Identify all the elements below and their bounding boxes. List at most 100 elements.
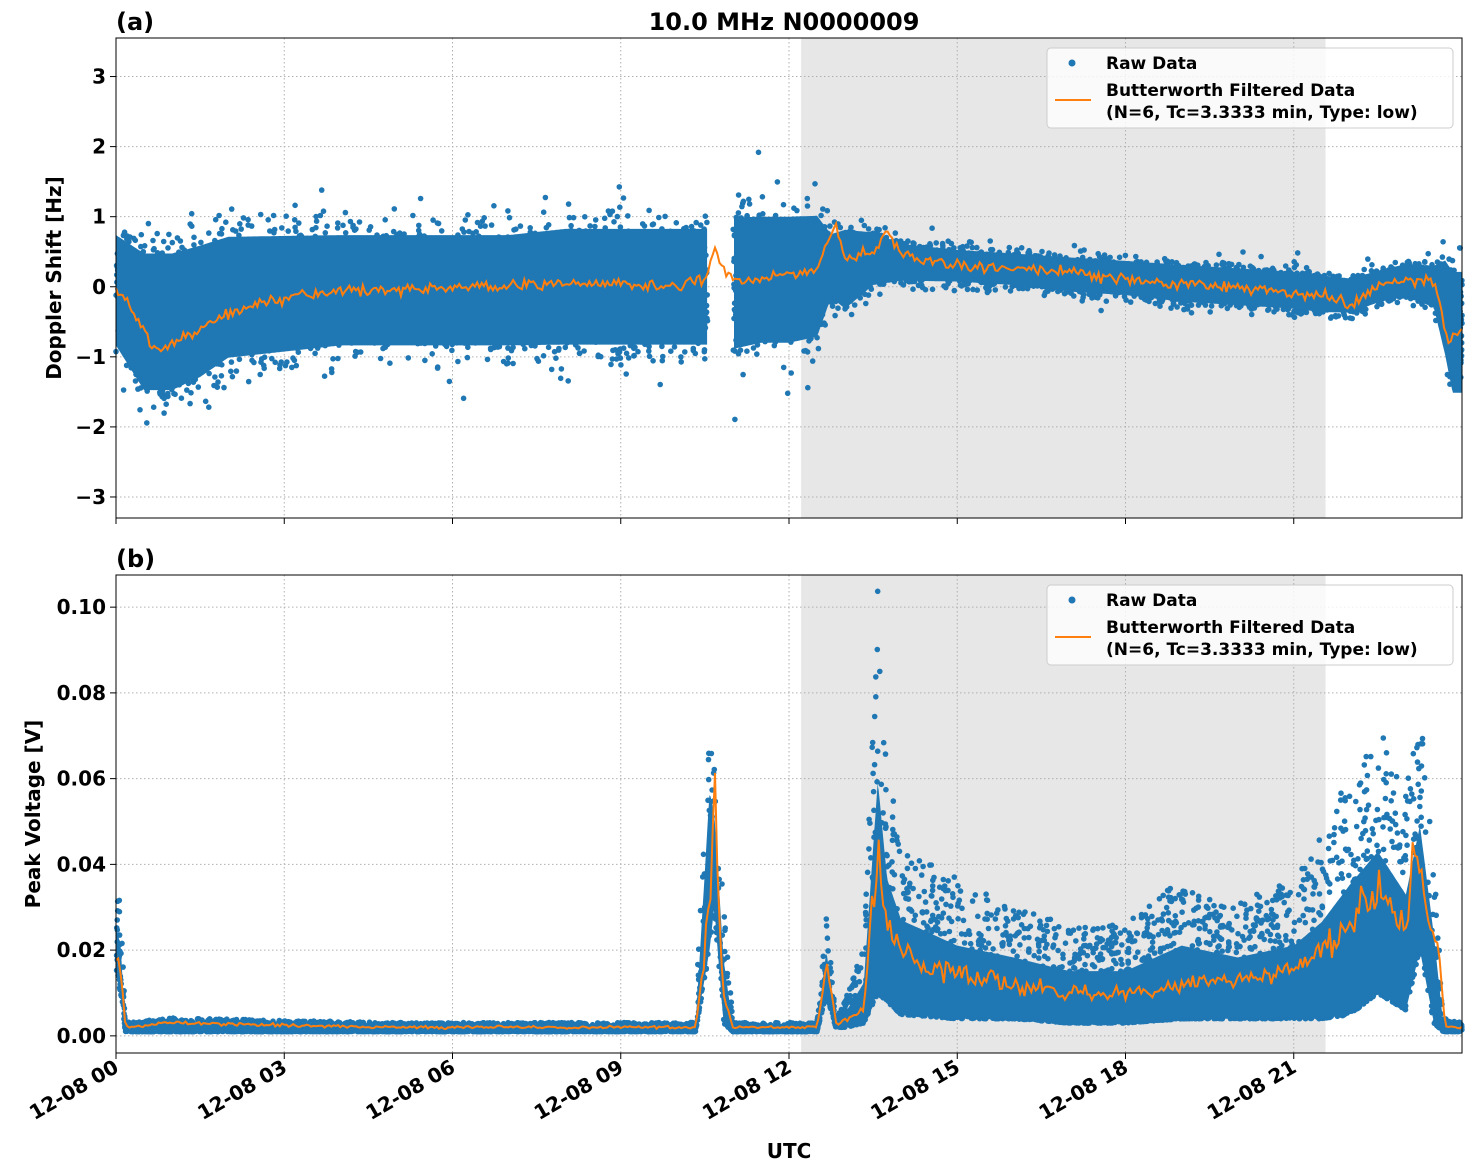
raw-data-point (646, 353, 653, 360)
raw-data-point (187, 400, 193, 407)
raw-data-point (620, 345, 627, 352)
raw-data-point (178, 395, 185, 402)
raw-data-point (1258, 253, 1264, 260)
raw-data-point (678, 359, 684, 365)
y-axis-label-b: Peak Voltage [V] (21, 720, 45, 909)
raw-data-point (1446, 256, 1452, 262)
raw-data-point (746, 196, 752, 203)
raw-data-point (575, 345, 581, 351)
raw-data-point (462, 217, 469, 223)
raw-data-point (230, 227, 236, 233)
raw-data-point (951, 287, 958, 294)
raw-data-point (150, 404, 157, 411)
raw-data-point (488, 222, 495, 228)
raw-data-point (1361, 266, 1367, 273)
raw-data-point (625, 213, 631, 219)
x-axis-label: UTC (767, 1139, 812, 1163)
raw-data-point (545, 344, 552, 351)
raw-data-point (882, 225, 888, 231)
raw-data-point (191, 234, 197, 241)
raw-data-point (616, 184, 623, 190)
raw-data-point (228, 368, 234, 375)
raw-data-point (1216, 251, 1222, 258)
raw-data-point (922, 286, 929, 293)
raw-data-point (245, 378, 252, 385)
raw-data-point (1071, 242, 1078, 249)
raw-data-point (165, 245, 171, 251)
raw-data-point (422, 357, 428, 364)
raw-data-point (163, 401, 169, 408)
raw-data-point (735, 210, 742, 216)
raw-data-point (592, 217, 599, 223)
raw-data-point (702, 356, 708, 362)
raw-data-point (455, 358, 461, 365)
raw-data-point (1303, 264, 1310, 271)
raw-data-point (410, 212, 416, 219)
raw-data-point (1248, 311, 1255, 318)
raw-data-point (202, 398, 209, 405)
raw-data-point (228, 359, 235, 365)
raw-data-point (735, 192, 742, 198)
raw-data-point (505, 355, 512, 361)
raw-data-point (342, 209, 349, 216)
raw-data-point (211, 382, 217, 389)
raw-data-point (166, 231, 172, 238)
raw-data-point (474, 219, 481, 226)
raw-data-point (755, 149, 762, 156)
raw-data-point (1081, 247, 1087, 253)
raw-data-point (929, 286, 936, 293)
raw-data-point (269, 355, 275, 362)
raw-data-point (625, 355, 632, 361)
raw-data-point (1103, 298, 1110, 305)
raw-data-point (477, 223, 484, 229)
raw-data-point (1394, 299, 1401, 306)
raw-data-point (1271, 309, 1277, 315)
raw-data-point (321, 373, 328, 380)
raw-data-point (527, 225, 533, 231)
panel-a-label: (a) (116, 8, 154, 36)
raw-data-point (754, 351, 760, 357)
raw-data-point (1143, 297, 1150, 303)
raw-data-point (534, 355, 540, 362)
raw-data-point (877, 291, 883, 298)
raw-data-point (465, 212, 471, 218)
raw-data-point (1152, 300, 1159, 307)
raw-data-point (482, 223, 488, 229)
raw-data-point (324, 223, 330, 229)
raw-data-point (1369, 262, 1375, 268)
raw-data-point (165, 390, 171, 397)
raw-data-point (804, 195, 811, 202)
raw-data-point (279, 225, 285, 231)
raw-data-point (322, 230, 329, 236)
raw-data-point (662, 213, 668, 220)
raw-data-point (1157, 303, 1163, 310)
raw-data-point (1326, 270, 1332, 277)
raw-data-point (150, 237, 156, 244)
raw-data-point (270, 212, 277, 219)
raw-data-point (992, 287, 999, 293)
raw-data-point (479, 218, 486, 225)
raw-data-point (435, 220, 442, 227)
raw-data-point (812, 181, 818, 187)
raw-data-point (120, 387, 127, 393)
raw-data-point (271, 226, 278, 233)
raw-data-point (671, 344, 678, 350)
raw-data-point (542, 194, 549, 201)
raw-data-point (1002, 284, 1009, 290)
raw-data-point (732, 416, 738, 423)
raw-data-point (291, 217, 298, 223)
raw-data-point (464, 354, 471, 361)
raw-data-point (740, 371, 746, 378)
raw-data-point (587, 223, 593, 229)
raw-data-point (1207, 309, 1213, 315)
raw-data-point (553, 355, 559, 362)
raw-data-point (221, 384, 227, 391)
raw-data-point (623, 371, 629, 377)
raw-data-point (832, 312, 838, 319)
raw-data-point (189, 223, 195, 229)
raw-data-point (245, 222, 251, 228)
raw-data-point (138, 231, 145, 238)
panel-b-label: (b) (116, 545, 155, 573)
